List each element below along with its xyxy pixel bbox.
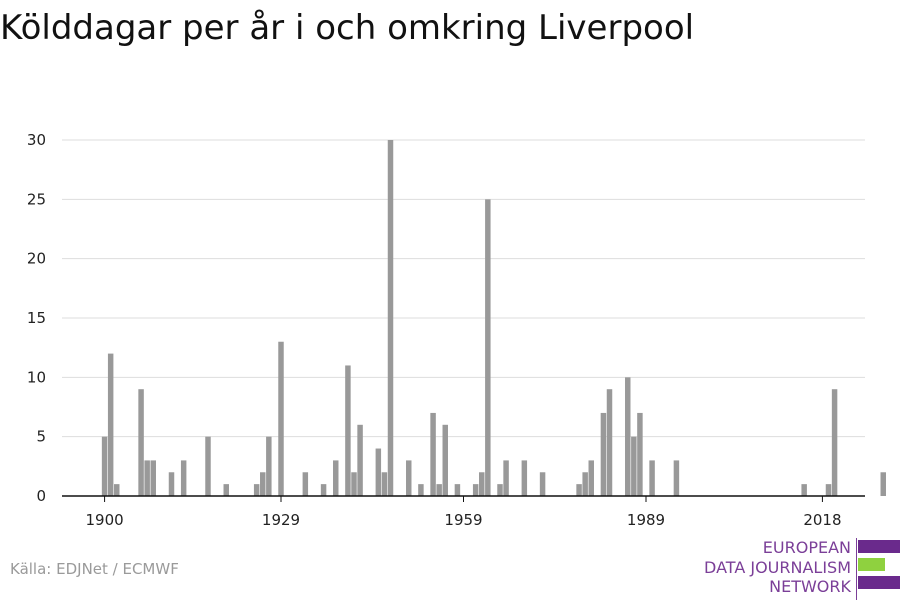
bar-1906 bbox=[138, 389, 144, 496]
x-tick-label-2018: 2018 bbox=[803, 511, 841, 529]
logo-text-network: NETWORK bbox=[769, 577, 851, 596]
bar-1986 bbox=[625, 377, 631, 496]
bar-1933 bbox=[302, 472, 309, 496]
x-tick-label-1929: 1929 bbox=[262, 511, 300, 529]
bar-1994 bbox=[673, 460, 680, 496]
edjnet-logo: EUROPEAN DATA JOURNALISM NETWORK bbox=[700, 538, 900, 600]
bar-1952 bbox=[418, 484, 424, 496]
y-tick-label-30: 30 bbox=[27, 131, 46, 149]
y-tick-label-15: 15 bbox=[27, 309, 46, 327]
bar-1926 bbox=[260, 472, 266, 496]
bar-1911 bbox=[168, 472, 175, 496]
y-tick-label-25: 25 bbox=[27, 190, 46, 208]
bar-1920 bbox=[223, 484, 229, 496]
bar-1946 bbox=[381, 472, 388, 496]
source-note: Källa: EDJNet / ECMWF bbox=[10, 560, 179, 578]
logo-bar-purple-bottom bbox=[858, 576, 900, 589]
y-tick-label-20: 20 bbox=[27, 250, 46, 268]
bar-1925 bbox=[253, 484, 260, 496]
bar-1950 bbox=[406, 460, 412, 496]
bar-1980 bbox=[588, 460, 594, 496]
bar-1942 bbox=[357, 424, 363, 496]
y-axis-ticks: 0 5 10 15 20 25 30 bbox=[27, 131, 46, 505]
bar-1962 bbox=[479, 472, 485, 496]
logo-divider bbox=[856, 538, 857, 600]
chart-title: Kölddagar per år i och omkring Liverpool bbox=[0, 8, 695, 48]
bar-1969 bbox=[521, 460, 528, 496]
bar-1917 bbox=[205, 436, 211, 496]
bar-1954 bbox=[430, 412, 436, 496]
y-tick-label-10: 10 bbox=[27, 368, 46, 386]
bar-2020 bbox=[831, 389, 838, 496]
y-tick-label-5: 5 bbox=[36, 428, 46, 446]
gridlines bbox=[62, 139, 865, 438]
logo-bar-purple-top bbox=[858, 540, 900, 553]
bars bbox=[101, 140, 886, 497]
bar-2015 bbox=[801, 484, 807, 496]
bar-1900 bbox=[101, 436, 108, 496]
logo-bar-green bbox=[858, 558, 885, 571]
bar-1990 bbox=[649, 460, 655, 496]
bar-1979 bbox=[582, 472, 588, 496]
bar-1908 bbox=[150, 460, 156, 496]
bar-1966 bbox=[503, 460, 509, 496]
bar-1947 bbox=[387, 140, 394, 496]
bar-1913 bbox=[180, 460, 187, 496]
bar-1978 bbox=[576, 484, 582, 496]
bar-1902 bbox=[114, 484, 120, 496]
bar-1987 bbox=[631, 436, 637, 496]
bar-1958 bbox=[454, 484, 461, 496]
bar-1961 bbox=[472, 484, 479, 496]
bar-1956 bbox=[442, 424, 448, 496]
bar-1936 bbox=[320, 484, 327, 496]
bar-1945 bbox=[375, 448, 382, 496]
bar-2019 bbox=[825, 484, 832, 496]
bar-1907 bbox=[144, 460, 150, 496]
bar-1901 bbox=[107, 353, 114, 496]
bar-1963 bbox=[485, 199, 491, 497]
x-tick-label-1900: 1900 bbox=[85, 511, 123, 529]
bar-1982 bbox=[600, 412, 607, 496]
bar-1938 bbox=[333, 460, 339, 496]
x-tick-label-1959: 1959 bbox=[444, 511, 482, 529]
bar-1965 bbox=[497, 484, 503, 496]
bar-2028 bbox=[880, 472, 886, 496]
bar-1927 bbox=[266, 436, 272, 496]
bar-1983 bbox=[606, 389, 613, 496]
x-axis-ticks: 1900 1929 1959 1989 2018 bbox=[85, 496, 842, 529]
bar-1988 bbox=[637, 412, 643, 496]
bar-1972 bbox=[539, 472, 546, 496]
logo-text-european: EUROPEAN bbox=[762, 538, 851, 557]
bar-1941 bbox=[351, 472, 357, 496]
bar-1955 bbox=[436, 484, 442, 496]
bar-1940 bbox=[345, 365, 351, 496]
bar-1929 bbox=[278, 341, 284, 496]
logo-text-data-journalism: DATA JOURNALISM bbox=[704, 558, 851, 577]
y-tick-label-0: 0 bbox=[36, 487, 46, 505]
x-tick-label-1989: 1989 bbox=[627, 511, 665, 529]
